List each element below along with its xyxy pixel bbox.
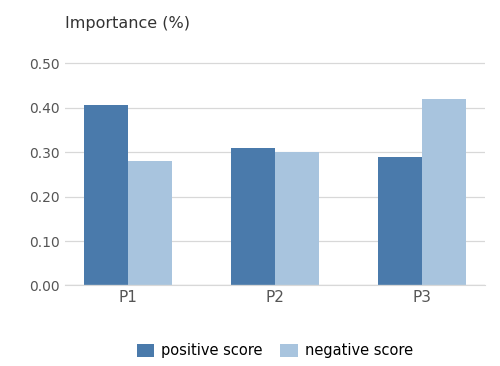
Bar	[84, 105, 128, 285]
Bar	[378, 157, 422, 285]
Legend: positive score, negative score: positive score, negative score	[131, 337, 419, 364]
Text: Importance (%): Importance (%)	[65, 16, 190, 31]
Bar	[275, 152, 319, 285]
Bar	[128, 161, 172, 285]
Bar	[231, 148, 275, 285]
Bar	[422, 99, 466, 285]
